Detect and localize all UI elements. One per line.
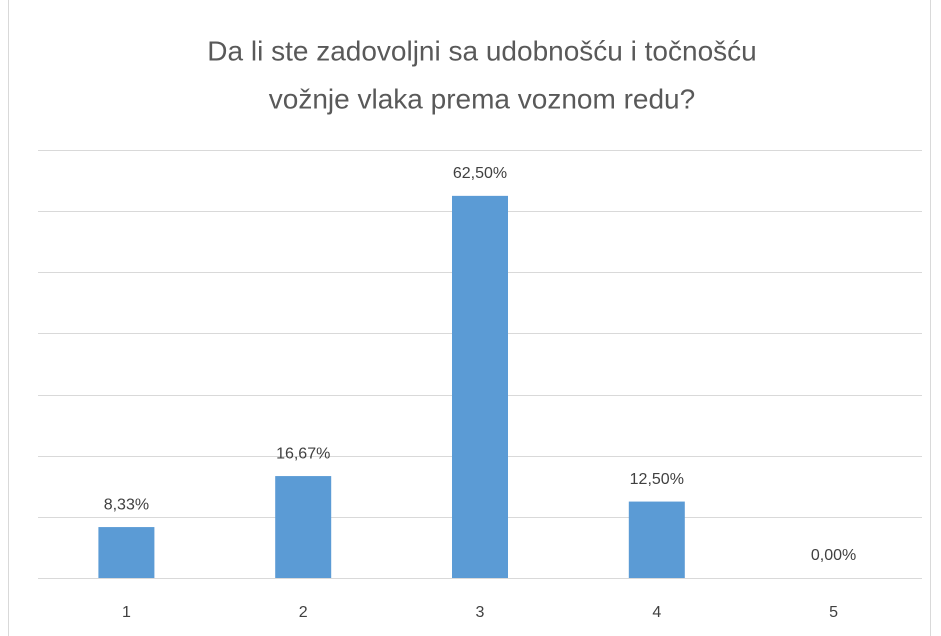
chart-title: vožnje vlaka prema voznom redu?	[269, 83, 695, 114]
bar	[628, 501, 685, 578]
data-label: 62,50%	[453, 165, 507, 182]
x-tick-label: 4	[652, 604, 661, 621]
x-tick-label: 2	[299, 604, 308, 621]
data-label: 0,00%	[811, 547, 856, 564]
x-tick-label: 1	[122, 604, 131, 621]
chart-title: Da li ste zadovoljni sa udobnošću i točn…	[207, 35, 756, 66]
x-tick-label: 3	[476, 604, 485, 621]
bar	[452, 195, 508, 578]
chart-border	[8, 0, 931, 636]
data-label: 12,50%	[630, 471, 684, 488]
bar	[275, 476, 332, 578]
x-tick-label: 5	[829, 604, 838, 621]
bar	[98, 527, 155, 578]
data-label: 16,67%	[276, 445, 330, 462]
data-label: 8,33%	[104, 496, 149, 513]
